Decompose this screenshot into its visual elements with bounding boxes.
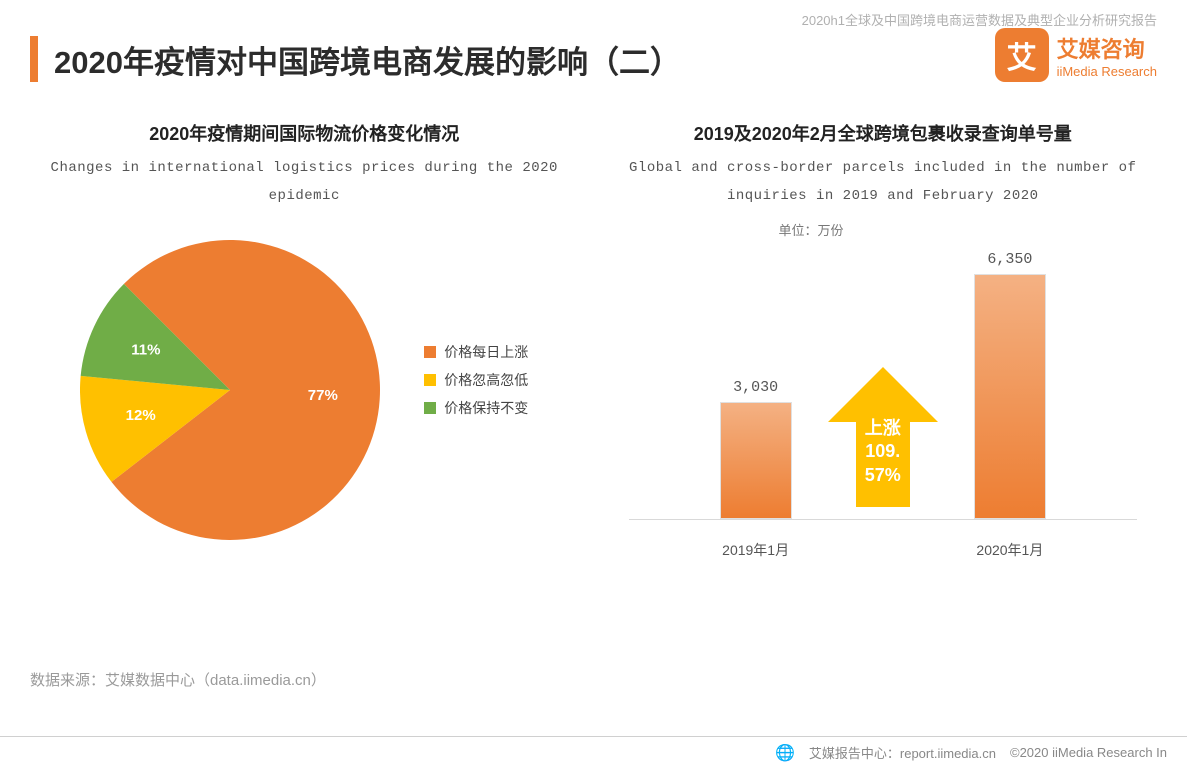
logo-icon: 艾 [995, 28, 1049, 82]
legend-swatch [424, 374, 436, 386]
brand-logo: 艾 艾媒咨询 iiMedia Research [995, 28, 1157, 82]
bar-title-cn: 2019及2020年2月全球跨境包裹收录查询单号量 [609, 120, 1158, 146]
pie-chart-panel: 2020年疫情期间国际物流价格变化情况 Changes in internati… [30, 120, 579, 560]
pie-pct-label: 77% [308, 387, 338, 404]
bar-value-label: 3,030 [733, 379, 778, 396]
legend-label: 价格忽高忽低 [444, 370, 528, 390]
footer-copyright: ©2020 iiMedia Research In [1010, 745, 1167, 760]
pie-legend: 价格每日上涨价格忽高忽低价格保持不变 [424, 334, 528, 426]
legend-label: 价格保持不变 [444, 398, 528, 418]
legend-row: 价格保持不变 [424, 398, 528, 418]
footer-bar: 🌐 艾媒报告中心：report.iimedia.cn ©2020 iiMedia… [0, 736, 1187, 768]
charts-area: 2020年疫情期间国际物流价格变化情况 Changes in internati… [30, 120, 1157, 560]
bar-unit-label: 单位：万份 [779, 220, 844, 239]
bar-x-label: 2019年1月 [696, 528, 816, 560]
bar-group: 3,030 [716, 379, 796, 519]
page-title: 2020年疫情对中国跨境电商发展的影响（二） [54, 37, 681, 82]
data-source: 数据来源：艾媒数据中心（data.iimedia.cn） [30, 669, 326, 690]
growth-arrow: 上涨 109. 57% [828, 367, 938, 512]
bar-value-label: 6,350 [987, 251, 1032, 268]
bar-x-axis: 2019年1月 2020年1月 [629, 528, 1138, 560]
legend-swatch [424, 402, 436, 414]
bar-x-label: 2020年1月 [950, 528, 1070, 560]
legend-swatch [424, 346, 436, 358]
page-title-wrap: 2020年疫情对中国跨境电商发展的影响（二） [30, 36, 681, 82]
bar-rect [720, 402, 792, 519]
pie-title-en: Changes in international logistics price… [30, 154, 579, 210]
globe-icon: 🌐 [775, 743, 795, 763]
bar-chart-panel: 2019及2020年2月全球跨境包裹收录查询单号量 Global and cro… [609, 120, 1158, 560]
bar-title-en: Global and cross-border parcels included… [609, 154, 1158, 210]
pie-title-cn: 2020年疫情期间国际物流价格变化情况 [30, 120, 579, 146]
footer-center-text: 艾媒报告中心：report.iimedia.cn [809, 743, 996, 762]
bar-rect [974, 274, 1046, 519]
pie-pct-label: 12% [126, 407, 156, 424]
pie-chart: 77% 12% 11% [80, 220, 400, 540]
bar-group: 6,350 [970, 251, 1050, 519]
legend-row: 价格每日上涨 [424, 342, 528, 362]
legend-label: 价格每日上涨 [444, 342, 528, 362]
legend-row: 价格忽高忽低 [424, 370, 528, 390]
report-top-caption: 2020h1全球及中国跨境电商运营数据及典型企业分析研究报告 [802, 10, 1157, 29]
title-accent-bar [30, 36, 38, 82]
logo-name-cn: 艾媒咨询 [1057, 32, 1157, 64]
logo-name-en: iiMedia Research [1057, 64, 1157, 79]
arrow-text: 上涨 109. 57% [828, 417, 938, 487]
pie-pct-label: 11% [131, 341, 160, 358]
